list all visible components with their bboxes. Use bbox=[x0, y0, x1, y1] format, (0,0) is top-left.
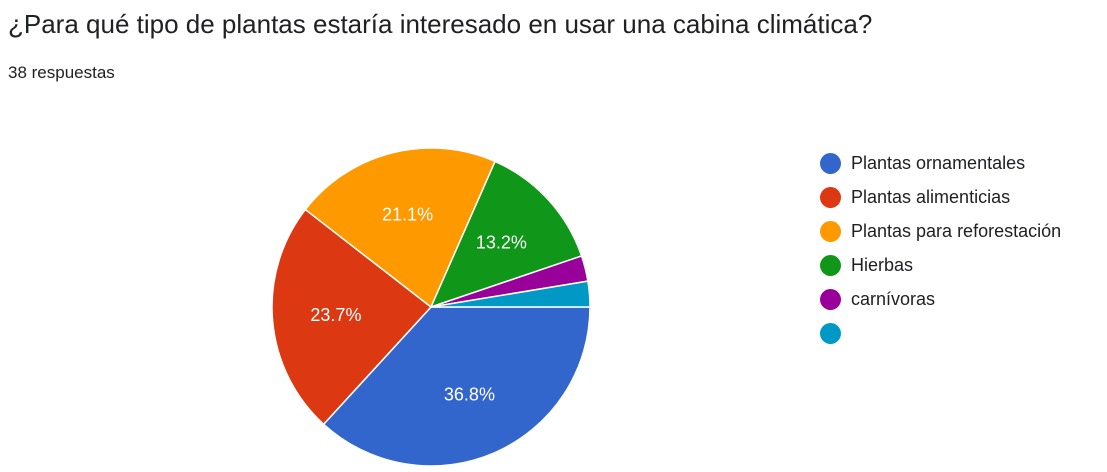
legend-item[interactable]: Plantas ornamentales bbox=[820, 146, 1061, 180]
legend-swatch bbox=[820, 186, 841, 208]
legend-label: carnívoras bbox=[851, 289, 936, 309]
chart-legend: Plantas ornamentales Plantas alimenticias… bbox=[820, 146, 1061, 350]
legend-item[interactable] bbox=[820, 316, 1061, 350]
legend-item[interactable]: Plantas alimenticias bbox=[820, 180, 1061, 214]
legend-swatch bbox=[820, 322, 841, 344]
slice-percent-label: 21.1% bbox=[382, 205, 433, 225]
slice-percent-label: 36.8% bbox=[444, 384, 495, 404]
legend-label: Plantas alimenticias bbox=[851, 187, 1011, 207]
pie-slice[interactable] bbox=[271, 208, 433, 426]
legend-swatch bbox=[820, 220, 841, 242]
slice-percent-label: 23.7% bbox=[310, 305, 361, 325]
pie-slice[interactable] bbox=[429, 160, 583, 309]
legend-label: Plantas para reforestación bbox=[851, 221, 1062, 241]
legend-item[interactable]: carnívoras bbox=[820, 282, 1061, 316]
question-title: ¿Para qué tipo de plantas estaría intere… bbox=[8, 9, 873, 39]
legend-swatch bbox=[820, 254, 841, 276]
legend-label: Hierbas bbox=[851, 255, 914, 275]
legend-swatch bbox=[820, 288, 841, 310]
legend-item[interactable]: Hierbas bbox=[820, 248, 1061, 282]
pie-slice[interactable] bbox=[304, 147, 497, 309]
pie-slice[interactable] bbox=[322, 306, 591, 467]
legend-swatch bbox=[820, 152, 841, 174]
response-count: 38 respuestas bbox=[8, 63, 115, 82]
slice-percent-label: 13.2% bbox=[476, 233, 527, 253]
pie-slice[interactable] bbox=[430, 280, 591, 308]
legend-item[interactable]: Plantas para reforestación bbox=[820, 214, 1061, 248]
legend-label: Plantas ornamentales bbox=[851, 153, 1026, 173]
